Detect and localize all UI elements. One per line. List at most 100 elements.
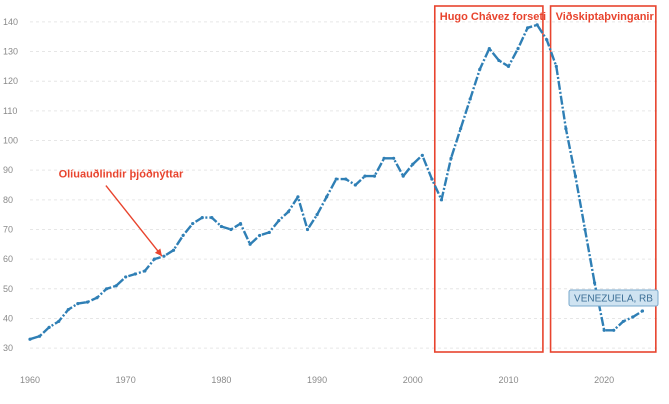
data-point — [621, 319, 625, 324]
data-point — [344, 177, 348, 181]
annotations: Olíuauðlindir þjóðnýttar Hugo Chávez fors… — [59, 5, 657, 353]
data-point — [76, 302, 80, 306]
data-point — [296, 195, 300, 199]
data-point — [612, 328, 616, 332]
annotation-label: Hugo Chávez forseti — [440, 11, 546, 23]
data-point — [171, 248, 176, 252]
data-point — [95, 296, 99, 300]
grid-lines — [30, 21, 660, 349]
data-point — [411, 162, 415, 166]
x-tick-label: 1970 — [116, 375, 136, 385]
data-point — [47, 325, 51, 329]
data-point — [162, 254, 166, 258]
data-point — [449, 156, 453, 160]
data-point — [573, 174, 578, 178]
data-point — [229, 227, 233, 232]
data-point — [487, 46, 491, 51]
data-point — [526, 26, 530, 30]
data-point — [497, 58, 501, 63]
data-point — [286, 210, 290, 214]
data-point — [143, 269, 147, 273]
y-tick-label: 50 — [3, 284, 13, 294]
y-tick-label: 60 — [3, 254, 13, 264]
series-line — [29, 23, 644, 341]
data-point — [439, 198, 444, 202]
data-point — [210, 216, 214, 220]
x-tick-label: 2010 — [498, 375, 518, 385]
data-point — [564, 127, 568, 131]
data-point — [152, 257, 156, 261]
y-tick-label: 90 — [3, 165, 13, 175]
data-point — [37, 334, 42, 338]
data-point — [66, 307, 70, 312]
data-point — [631, 315, 635, 319]
y-tick-label: 70 — [3, 224, 13, 234]
data-point — [124, 275, 128, 279]
y-tick-label: 110 — [3, 106, 17, 116]
data-point — [401, 174, 405, 178]
data-point — [200, 216, 204, 220]
annotation-arrowhead — [154, 248, 162, 257]
data-point — [238, 221, 243, 226]
y-tick-label: 80 — [3, 195, 13, 205]
data-point — [430, 177, 434, 181]
data-point — [382, 156, 386, 160]
annotation-box — [549, 5, 657, 353]
data-point — [248, 242, 252, 246]
y-tick-label: 140 — [3, 17, 18, 27]
data-point — [181, 233, 185, 238]
data-point — [392, 156, 396, 160]
data-point — [592, 281, 597, 285]
series-tag — [568, 289, 659, 307]
series-tags: VENEZUELA, RB — [568, 289, 659, 307]
data-point — [602, 328, 606, 332]
data-point — [353, 183, 357, 187]
data-point — [133, 272, 137, 276]
data-point — [219, 224, 223, 229]
x-tick-label: 1990 — [307, 375, 327, 385]
data-point — [57, 319, 61, 324]
y-tick-label: 40 — [3, 313, 13, 323]
data-point — [420, 153, 424, 157]
y-tick-label: 120 — [3, 76, 18, 86]
data-point — [516, 46, 520, 51]
data-point — [363, 174, 367, 178]
data-point — [459, 127, 463, 131]
data-point — [104, 287, 109, 291]
data-point — [325, 195, 329, 199]
x-tick-label: 2000 — [403, 375, 423, 385]
data-point — [191, 221, 195, 226]
data-point — [478, 67, 482, 71]
data-point — [554, 64, 558, 68]
y-axis-tick-labels: 30 40 50 60 70 80 90 100 110 120 130 140 — [3, 17, 18, 353]
series-tag-label: VENEZUELA, RB — [574, 294, 653, 305]
data-point — [28, 337, 32, 341]
data-point — [334, 177, 338, 181]
y-tick-label: 30 — [3, 343, 13, 353]
data-point — [305, 227, 310, 232]
data-point — [468, 97, 472, 101]
x-tick-label: 1960 — [20, 375, 40, 385]
data-point — [372, 174, 377, 178]
data-point — [114, 284, 118, 288]
data-point — [506, 64, 511, 68]
x-axis-tick-labels: 1960 1970 1980 1990 2000 2010 2020 — [20, 375, 614, 385]
data-point — [640, 309, 645, 313]
y-tick-label: 130 — [3, 47, 18, 57]
x-tick-label: 2020 — [594, 375, 614, 385]
data-point — [583, 227, 587, 232]
data-point — [535, 23, 539, 27]
series-lines — [28, 23, 645, 341]
annotation-label: Viðskiptaþvinganir — [556, 11, 655, 23]
data-point — [315, 213, 319, 217]
y-tick-label: 100 — [3, 136, 18, 146]
annotation-label: Olíuauðlindir þjóðnýttar — [59, 169, 184, 181]
data-point — [258, 233, 262, 238]
x-tick-label: 1980 — [211, 375, 231, 385]
data-point — [85, 300, 90, 304]
data-point — [267, 230, 271, 235]
annotation-box — [433, 5, 544, 353]
data-point — [277, 218, 281, 223]
annotation-arrow-line — [105, 185, 163, 257]
